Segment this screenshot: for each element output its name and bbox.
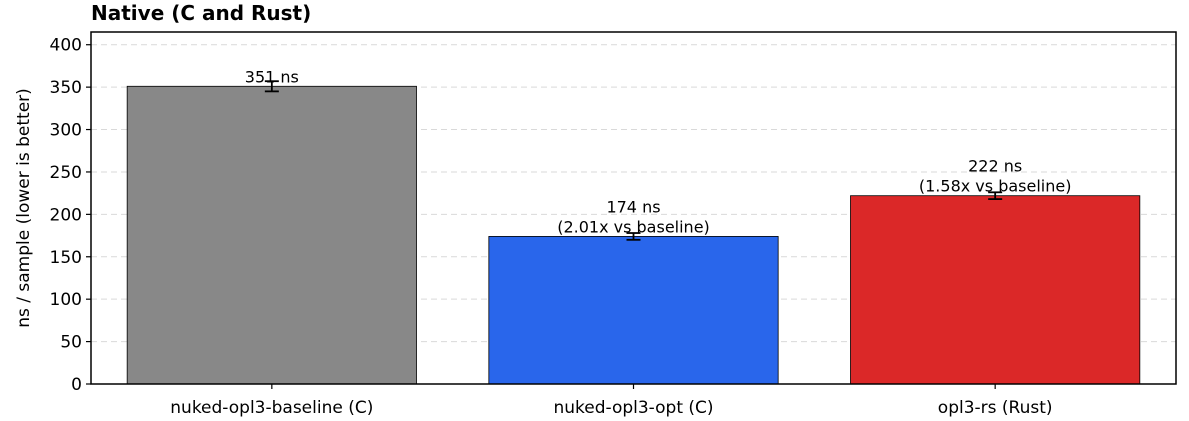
y-axis-ticks: 0 50 100 150 200 250 300 350 400 bbox=[50, 36, 91, 395]
y-tick-label: 100 bbox=[50, 290, 82, 310]
y-tick-label: 350 bbox=[50, 78, 82, 98]
chart-title: Native (C and Rust) bbox=[91, 1, 311, 25]
y-axis-label: ns / sample (lower is better) bbox=[14, 88, 34, 328]
bar-value-label: 222 ns bbox=[968, 157, 1022, 176]
x-tick-label: nuked-opl3-opt (C) bbox=[553, 398, 713, 418]
y-tick-label: 50 bbox=[60, 333, 82, 353]
y-tick-label: 0 bbox=[71, 375, 82, 395]
y-tick-label: 400 bbox=[50, 36, 82, 56]
bar-value-label: (2.01x vs baseline) bbox=[557, 217, 710, 236]
y-tick-label: 150 bbox=[50, 248, 82, 268]
bar-value-label: (1.58x vs baseline) bbox=[919, 177, 1072, 196]
data-labels: 351 ns 174 ns(2.01x vs baseline) 222 ns(1.… bbox=[245, 67, 1072, 236]
x-tick-label: nuked-opl3-baseline (C) bbox=[170, 398, 373, 418]
y-tick-label: 250 bbox=[50, 163, 82, 183]
x-axis-ticks: nuked-opl3-baseline (C) nuked-opl3-opt (C… bbox=[170, 384, 1053, 418]
y-tick-label: 300 bbox=[50, 121, 82, 141]
bar bbox=[850, 195, 1141, 385]
error-bars bbox=[264, 80, 1003, 241]
bar-value-label: 351 ns bbox=[245, 67, 299, 86]
x-tick-label: opl3-rs (Rust) bbox=[938, 398, 1053, 418]
bars bbox=[126, 85, 1141, 385]
bar bbox=[126, 85, 417, 385]
bar bbox=[488, 236, 779, 385]
bar-value-label: 174 ns bbox=[606, 197, 660, 216]
y-tick-label: 200 bbox=[50, 205, 82, 225]
